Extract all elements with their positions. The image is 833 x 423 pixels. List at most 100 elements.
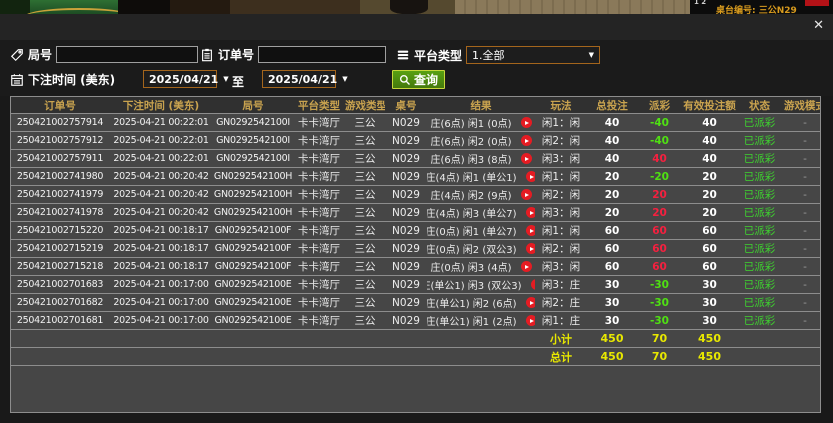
- platform-cell: 卡卡湾厅: [293, 113, 345, 132]
- replay-play-button[interactable]: [525, 171, 535, 182]
- order-number-cell: 250421002757914: [11, 113, 109, 132]
- valid-bet-cell: 60: [682, 239, 737, 258]
- platform-select[interactable]: 1.全部 ▼: [466, 46, 601, 64]
- order-input[interactable]: [258, 46, 387, 63]
- game-type-cell: 三公: [345, 113, 385, 132]
- empty-cell: [782, 329, 820, 348]
- order-number-cell: 250421002715219: [11, 239, 109, 258]
- platform-cell: 卡卡湾厅: [293, 167, 345, 186]
- platform-cell: 卡卡湾厅: [293, 185, 345, 204]
- column-header: 平台类型: [293, 97, 345, 114]
- result-cell: 庄(4点) 闲2 (9点): [427, 185, 535, 204]
- game-type-cell: 三公: [345, 275, 385, 294]
- table-number-label: 桌台编号: 三公N29: [716, 6, 797, 14]
- bet-time-cell: 2025-04-21 00:20:42: [109, 185, 213, 204]
- bet-time-cell: 2025-04-21 00:20:42: [109, 203, 213, 222]
- table-number-cell: N029: [385, 311, 427, 330]
- replay-play-button[interactable]: [520, 117, 532, 128]
- subtotal-row: 小计 450 70 450: [11, 329, 820, 348]
- tag-icon: [10, 48, 24, 62]
- order-number-cell: 250421002701681: [11, 311, 109, 330]
- table-number-cell: N029: [385, 203, 427, 222]
- replay-play-button[interactable]: [525, 315, 535, 326]
- payout-cell: -30: [637, 293, 682, 312]
- red-badge: [805, 0, 829, 6]
- result-content: 庄(单公1) 闲1 (2点): [427, 313, 535, 328]
- video-dealer-area: [360, 0, 455, 14]
- payout-cell: 20: [637, 203, 682, 222]
- play-type-cell: 闲1：闲: [535, 167, 587, 186]
- replay-play-button[interactable]: [525, 297, 535, 308]
- result-cell: 庄(4点) 闲1 (单公1): [427, 167, 535, 186]
- query-button[interactable]: 查询: [392, 70, 446, 89]
- bet-time-cell: 2025-04-21 00:22:01: [109, 113, 213, 132]
- column-header: 订单号: [11, 97, 109, 114]
- valid-bet-cell: 20: [682, 203, 737, 222]
- date-from-picker[interactable]: 2025/04/21 ▼: [143, 70, 229, 88]
- bet-time-label: 下注时间 (美东): [28, 73, 116, 87]
- replay-play-button[interactable]: [520, 135, 532, 146]
- replay-play-button[interactable]: [520, 189, 532, 200]
- valid-bet-cell: 60: [682, 221, 737, 240]
- payout-cell: -20: [637, 167, 682, 186]
- replay-play-button[interactable]: [520, 153, 532, 164]
- game-type-cell: 三公: [345, 185, 385, 204]
- game-mode-cell: -: [782, 293, 820, 312]
- subtotal-row-valid: 450: [682, 329, 737, 348]
- round-input[interactable]: [56, 46, 199, 63]
- valid-bet-cell: 60: [682, 257, 737, 276]
- status-cell: 已派彩: [737, 203, 782, 222]
- result-text: 庄(6点) 闲3 (8点): [430, 155, 512, 166]
- order-number-cell: 250421002757911: [11, 149, 109, 168]
- bet-history-modal: ✕ 局号 订单号: [0, 14, 833, 423]
- total-bet-cell: 30: [587, 275, 637, 294]
- date-to-picker[interactable]: 2025/04/21 ▼: [262, 70, 348, 88]
- total-bet-cell: 20: [587, 167, 637, 186]
- result-text: 庄(4点) 闲3 (单公7): [427, 209, 517, 220]
- result-cell: 庄(0点) 闲1 (单公7): [427, 221, 535, 240]
- result-text: 庄(4点) 闲2 (9点): [430, 191, 512, 202]
- column-header: 局号: [213, 97, 293, 114]
- table-row: 250421002741979 2025-04-21 00:20:42 GN0292…: [11, 185, 820, 204]
- search-icon: [399, 74, 411, 86]
- game-mode-cell: -: [782, 221, 820, 240]
- close-icon[interactable]: ✕: [813, 18, 824, 33]
- bet-time-cell: 2025-04-21 00:20:42: [109, 167, 213, 186]
- table-number-cell: N029: [385, 149, 427, 168]
- valid-bet-cell: 30: [682, 311, 737, 330]
- platform-cell: 卡卡湾厅: [293, 149, 345, 168]
- table-row: 250421002741978 2025-04-21 00:20:42 GN0292…: [11, 203, 820, 222]
- replay-play-button[interactable]: [525, 243, 535, 254]
- total-bet-cell: 60: [587, 221, 637, 240]
- game-type-cell: 三公: [345, 311, 385, 330]
- replay-play-button[interactable]: [525, 225, 535, 236]
- bet-time-cell: 2025-04-21 00:17:00: [109, 311, 213, 330]
- play-type-cell: 闲3：闲: [535, 257, 587, 276]
- subtotal-row-label: 小计: [535, 329, 587, 348]
- replay-play-button[interactable]: [525, 207, 535, 218]
- total-bet-cell: 40: [587, 131, 637, 150]
- round-number-cell: GN0292542100E: [213, 311, 293, 330]
- result-content: 庄(4点) 闲1 (单公1): [427, 169, 535, 184]
- order-number-cell: 250421002701683: [11, 275, 109, 294]
- order-number-cell: 250421002715220: [11, 221, 109, 240]
- table-number-cell: N029: [385, 221, 427, 240]
- play-type-cell: 闲2：庄: [535, 293, 587, 312]
- play-type-cell: 闲3：闲: [535, 149, 587, 168]
- result-content: 庄(6点) 闲1 (0点): [427, 115, 535, 130]
- platform-cell: 卡卡湾厅: [293, 203, 345, 222]
- total-bet-cell: 60: [587, 257, 637, 276]
- game-mode-cell: -: [782, 149, 820, 168]
- table-row: 250421002715219 2025-04-21 00:18:17 GN0292…: [11, 239, 820, 258]
- table-number-cell: N029: [385, 275, 427, 294]
- status-cell: 已派彩: [737, 113, 782, 132]
- game-type-cell: 三公: [345, 203, 385, 222]
- to-label: 至: [232, 75, 245, 89]
- table-row: 250421002701681 2025-04-21 00:17:00 GN0292…: [11, 311, 820, 330]
- payout-cell: 60: [637, 239, 682, 258]
- date-from-group: 2025/04/21 ▼: [143, 70, 229, 88]
- replay-play-button[interactable]: [530, 279, 535, 290]
- replay-play-button[interactable]: [520, 261, 532, 272]
- result-text: 庄(单公1) 闲2 (6点): [427, 299, 517, 310]
